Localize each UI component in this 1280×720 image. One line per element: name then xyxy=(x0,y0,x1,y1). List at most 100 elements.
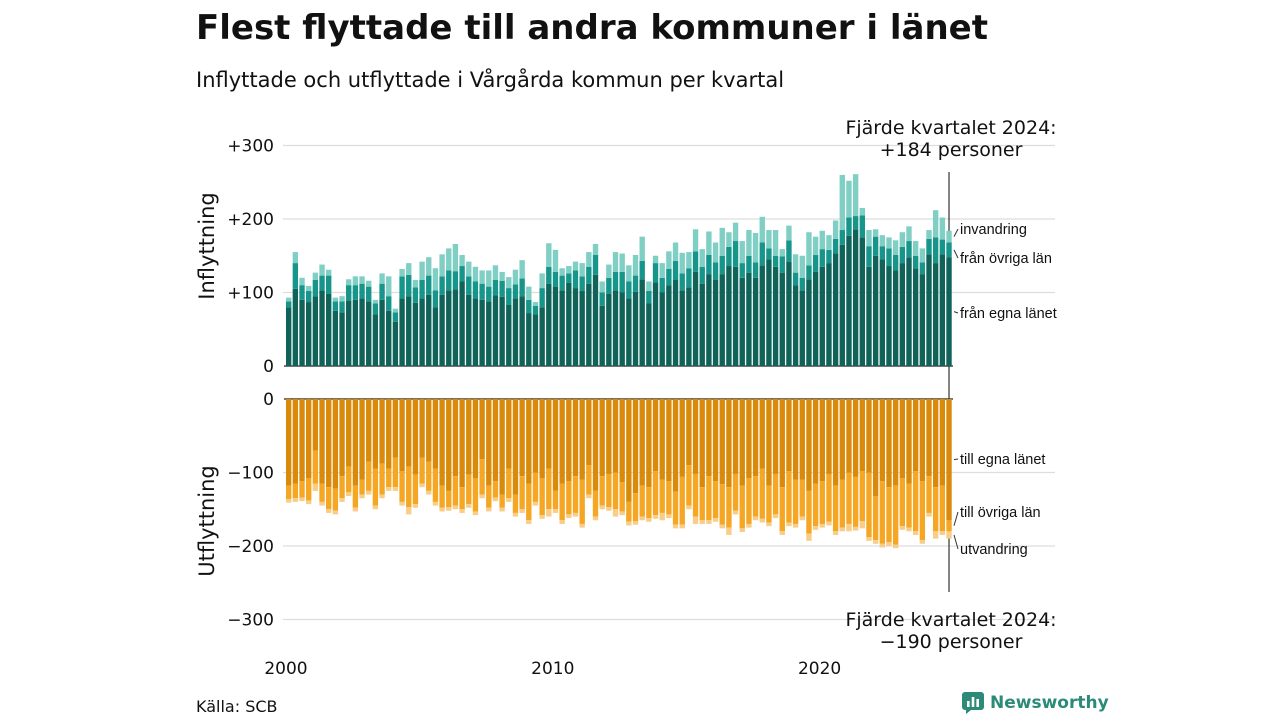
bar-in-own-county xyxy=(612,290,619,366)
bar-in-own-county xyxy=(626,298,632,366)
bar-in-own-county xyxy=(306,302,312,367)
bar-in-other-counties xyxy=(292,263,299,289)
bar-in-own-county xyxy=(872,255,879,366)
bar-in-own-county xyxy=(346,300,352,366)
bar-out-emigration xyxy=(519,509,525,513)
bar-in-immigration xyxy=(286,297,292,302)
bar-in-other-counties xyxy=(832,238,839,254)
bar-in-immigration xyxy=(466,261,472,277)
bar-in-own-county xyxy=(672,280,679,366)
bar-out-other-counties xyxy=(372,468,379,506)
bar-in-other-counties xyxy=(466,276,472,295)
bar-in-immigration xyxy=(366,280,372,287)
bar-in-immigration xyxy=(546,243,552,267)
bar-out-own-county xyxy=(866,399,872,473)
bar-out-other-counties xyxy=(859,471,865,522)
brand-logo[interactable]: Newsworthy xyxy=(962,692,1109,714)
bar-out-emigration xyxy=(686,505,692,510)
bar-in-other-counties xyxy=(586,266,592,284)
bar-out-own-county xyxy=(512,399,519,495)
bar-out-own-county xyxy=(732,399,739,474)
bar-out-emigration xyxy=(866,537,872,541)
bar-in-own-county xyxy=(332,310,339,367)
bar-out-other-counties xyxy=(326,487,332,510)
bar-out-other-counties xyxy=(906,483,912,528)
bar-out-emigration xyxy=(892,544,899,549)
bar-out-emigration xyxy=(646,518,652,522)
bar-out-own-county xyxy=(366,399,372,462)
bar-in-own-county xyxy=(419,298,425,366)
bar-in-other-counties xyxy=(386,296,392,311)
bar-out-emigration xyxy=(499,507,505,512)
bar-out-own-county xyxy=(772,399,779,474)
bar-out-own-county xyxy=(886,399,892,488)
bar-out-emigration xyxy=(726,527,732,535)
bar-in-other-counties xyxy=(879,246,885,260)
bar-out-own-county xyxy=(372,399,379,469)
bar-out-other-counties xyxy=(726,487,732,528)
bar-in-immigration xyxy=(399,268,405,277)
bar-in-other-counties xyxy=(552,271,559,287)
bar-in-immigration xyxy=(619,253,625,272)
bar-in-immigration xyxy=(739,241,745,264)
bar-out-other-counties xyxy=(926,476,932,513)
bar-in-own-county xyxy=(692,271,699,366)
bar-in-own-county xyxy=(479,299,485,366)
bar-out-own-county xyxy=(686,399,692,466)
bar-out-emigration xyxy=(292,498,299,502)
bar-in-other-counties xyxy=(719,255,725,275)
bar-out-other-counties xyxy=(492,481,499,498)
bar-out-own-county xyxy=(652,399,659,472)
bar-in-other-counties xyxy=(846,217,852,236)
bar-out-emigration xyxy=(779,531,785,535)
bar-in-own-county xyxy=(326,293,332,366)
bar-in-own-county xyxy=(892,270,899,366)
bar-in-own-county xyxy=(699,283,705,366)
bar-out-emigration xyxy=(819,523,825,528)
bar-out-emigration xyxy=(299,497,305,502)
bar-in-immigration xyxy=(912,241,919,256)
bar-out-own-county xyxy=(799,399,805,480)
bar-in-other-counties xyxy=(419,280,425,299)
bar-out-emigration xyxy=(826,521,832,526)
bar-out-emigration xyxy=(859,521,865,529)
bar-in-other-counties xyxy=(692,251,699,272)
bar-out-own-county xyxy=(859,399,865,472)
bar-in-own-county xyxy=(386,310,392,367)
bar-out-other-counties xyxy=(632,493,639,522)
bar-in-own-county xyxy=(719,274,725,367)
bar-in-own-county xyxy=(886,266,892,366)
bar-in-immigration xyxy=(439,254,445,277)
bar-in-immigration xyxy=(332,297,339,302)
bar-in-immigration xyxy=(479,270,485,284)
bar-in-own-county xyxy=(706,274,712,367)
bar-out-emigration xyxy=(452,505,459,510)
series-label-in-own-county-leader xyxy=(953,311,959,314)
source-note: Källa: SCB xyxy=(196,697,278,716)
bar-in-immigration xyxy=(692,229,699,252)
bar-out-emigration xyxy=(692,516,699,524)
bar-out-other-counties xyxy=(499,494,505,508)
bar-in-other-counties xyxy=(326,275,332,294)
bar-out-emigration xyxy=(419,483,425,488)
bar-in-own-county xyxy=(299,299,305,366)
bar-in-own-county xyxy=(652,282,659,366)
bar-out-own-county xyxy=(566,399,572,482)
bar-out-own-county xyxy=(552,399,559,491)
bar-out-other-counties xyxy=(612,472,619,510)
bar-in-other-counties xyxy=(746,255,752,273)
bar-in-other-counties xyxy=(779,256,785,273)
bar-in-other-counties xyxy=(652,263,659,283)
bar-in-own-county xyxy=(312,296,319,367)
bar-out-emigration xyxy=(612,509,619,517)
bar-in-other-counties xyxy=(412,287,419,303)
bar-out-emigration xyxy=(932,531,939,539)
bar-in-immigration xyxy=(639,236,645,261)
bar-in-other-counties xyxy=(532,305,539,315)
bar-in-other-counties xyxy=(499,280,505,297)
bar-out-emigration xyxy=(532,501,539,506)
bar-out-own-county xyxy=(679,399,685,477)
bar-in-own-county xyxy=(879,259,885,367)
bar-out-other-counties xyxy=(659,479,665,513)
bar-out-own-county xyxy=(406,399,412,467)
